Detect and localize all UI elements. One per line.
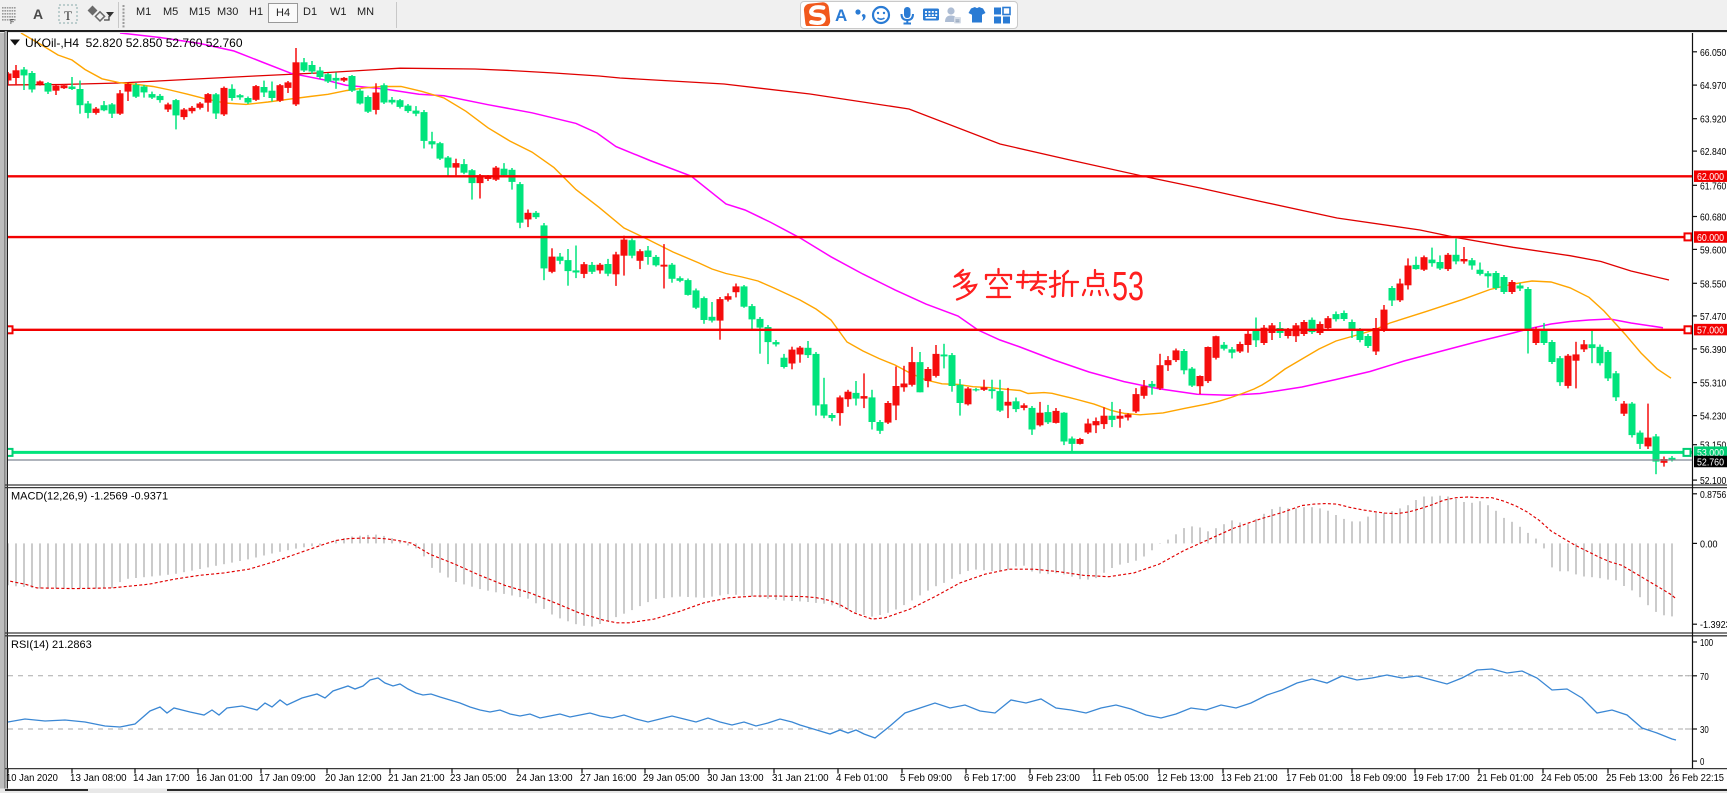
svg-text:18 Feb 09:00: 18 Feb 09:00 bbox=[1350, 773, 1407, 784]
svg-text:A: A bbox=[835, 6, 847, 25]
svg-text:12 Feb 13:00: 12 Feb 13:00 bbox=[1157, 773, 1214, 784]
svg-text:58.550: 58.550 bbox=[1700, 279, 1727, 290]
svg-text:29 Jan 05:00: 29 Jan 05:00 bbox=[643, 773, 700, 784]
svg-text:30 Jan 13:00: 30 Jan 13:00 bbox=[707, 773, 764, 784]
svg-text:9 Feb 23:00: 9 Feb 23:00 bbox=[1028, 773, 1080, 784]
svg-text:13 Feb 21:00: 13 Feb 21:00 bbox=[1221, 773, 1278, 784]
svg-text:57.000: 57.000 bbox=[1697, 325, 1724, 336]
svg-text:-1.3923: -1.3923 bbox=[1700, 620, 1727, 631]
svg-text:MACD(12,26,9) -1.2569 -0.9371: MACD(12,26,9) -1.2569 -0.9371 bbox=[11, 491, 168, 503]
svg-text:62.840: 62.840 bbox=[1700, 147, 1727, 158]
svg-text:66.050: 66.050 bbox=[1700, 48, 1727, 59]
svg-text:0: 0 bbox=[1700, 757, 1705, 768]
svg-text:UKOil-,H4 52.820 52.850 52.76: UKOil-,H4 52.820 52.850 52.760 52.760 bbox=[25, 36, 243, 50]
svg-text:6 Feb 17:00: 6 Feb 17:00 bbox=[964, 773, 1016, 784]
svg-text:23 Jan 05:00: 23 Jan 05:00 bbox=[450, 773, 507, 784]
svg-text:21 Feb 01:00: 21 Feb 01:00 bbox=[1477, 773, 1534, 784]
svg-text:31 Jan 21:00: 31 Jan 21:00 bbox=[772, 773, 829, 784]
svg-text:14 Jan 17:00: 14 Jan 17:00 bbox=[133, 773, 190, 784]
svg-text:0.8756: 0.8756 bbox=[1700, 490, 1727, 501]
svg-text:RSI(14) 21.2863: RSI(14) 21.2863 bbox=[11, 639, 92, 651]
svg-text:20 Jan 12:00: 20 Jan 12:00 bbox=[325, 773, 382, 784]
svg-text:4 Feb 01:00: 4 Feb 01:00 bbox=[836, 773, 888, 784]
svg-text:17 Feb 01:00: 17 Feb 01:00 bbox=[1286, 773, 1343, 784]
svg-text:54.230: 54.230 bbox=[1700, 412, 1727, 423]
svg-text:26 Feb 22:15: 26 Feb 22:15 bbox=[1669, 773, 1724, 784]
svg-text:70: 70 bbox=[1700, 672, 1709, 683]
svg-text:0.00: 0.00 bbox=[1700, 539, 1718, 550]
svg-text:16 Jan 01:00: 16 Jan 01:00 bbox=[196, 773, 253, 784]
svg-text:27 Jan 16:00: 27 Jan 16:00 bbox=[580, 773, 637, 784]
svg-text:T: T bbox=[64, 8, 72, 23]
svg-text:52.760: 52.760 bbox=[1697, 457, 1724, 468]
svg-text:57.470: 57.470 bbox=[1700, 312, 1727, 323]
svg-text:61.760: 61.760 bbox=[1700, 181, 1727, 192]
svg-text:62.000: 62.000 bbox=[1697, 172, 1724, 183]
svg-text:11 Feb 05:00: 11 Feb 05:00 bbox=[1092, 773, 1149, 784]
svg-text:53.150: 53.150 bbox=[1700, 441, 1727, 452]
svg-text:19 Feb 17:00: 19 Feb 17:00 bbox=[1413, 773, 1470, 784]
svg-text:13 Jan 08:00: 13 Jan 08:00 bbox=[70, 773, 127, 784]
svg-text:55.310: 55.310 bbox=[1700, 379, 1727, 390]
svg-text:53: 53 bbox=[1112, 263, 1144, 309]
svg-text:53.000: 53.000 bbox=[1697, 448, 1724, 459]
svg-text:60.680: 60.680 bbox=[1700, 213, 1727, 224]
svg-text:56.390: 56.390 bbox=[1700, 345, 1727, 356]
svg-text:17 Jan 09:00: 17 Jan 09:00 bbox=[259, 773, 316, 784]
svg-text:21 Jan 21:00: 21 Jan 21:00 bbox=[388, 773, 445, 784]
svg-text:10 Jan 2020: 10 Jan 2020 bbox=[6, 773, 58, 784]
svg-text:F: F bbox=[10, 19, 14, 26]
svg-text:5 Feb 09:00: 5 Feb 09:00 bbox=[900, 773, 952, 784]
svg-text:60.000: 60.000 bbox=[1697, 233, 1724, 244]
svg-text:24 Jan 13:00: 24 Jan 13:00 bbox=[516, 773, 573, 784]
svg-text:25 Feb 13:00: 25 Feb 13:00 bbox=[1606, 773, 1663, 784]
svg-text:100: 100 bbox=[1700, 638, 1714, 649]
svg-text:64.970: 64.970 bbox=[1700, 81, 1727, 92]
svg-text:63.920: 63.920 bbox=[1700, 115, 1727, 126]
svg-text:59.600: 59.600 bbox=[1700, 245, 1727, 256]
svg-text:24 Feb 05:00: 24 Feb 05:00 bbox=[1541, 773, 1598, 784]
svg-text:30: 30 bbox=[1700, 725, 1709, 736]
svg-text:52.100: 52.100 bbox=[1700, 476, 1727, 487]
